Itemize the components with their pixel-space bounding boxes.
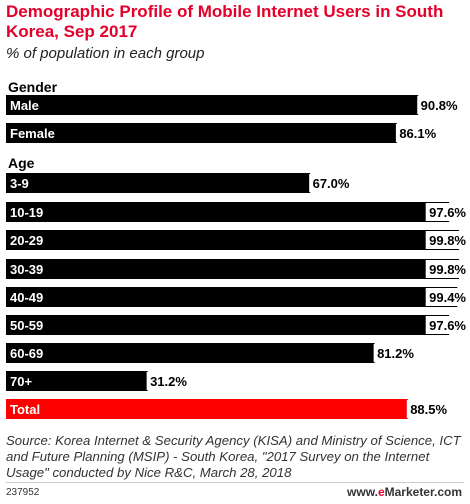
value-label-bg-total — [406, 400, 449, 418]
category-label-total: Total — [10, 402, 40, 417]
value-label-bg-female — [395, 124, 438, 142]
group-label-age: Age — [8, 155, 35, 171]
value-label-female: 86.1% — [399, 126, 436, 141]
category-label-3-9: 3-9 — [10, 176, 29, 191]
bar-3-9 — [6, 173, 311, 193]
value-label-total: 88.5% — [410, 402, 447, 417]
bar-10-19 — [6, 202, 450, 222]
brand-logo: www.eMarketer.com — [347, 485, 462, 499]
value-label-bg-70 — [146, 372, 188, 390]
category-label-40-49: 40-49 — [10, 290, 43, 305]
category-label-10-19: 10-19 — [10, 205, 43, 220]
value-label-bg-40-49 — [425, 288, 467, 306]
bar-60-69 — [6, 343, 375, 363]
bar-50-59 — [6, 315, 450, 335]
value-label-bg-10-19 — [425, 203, 467, 221]
value-label-bg-30-39 — [425, 260, 467, 278]
brand-e: e — [377, 485, 385, 499]
bar-20-29 — [6, 230, 460, 250]
value-label-male: 90.8% — [421, 98, 458, 113]
chart-title: Demographic Profile of Mobile Internet U… — [6, 2, 444, 41]
chart-id: 237952 — [6, 487, 40, 498]
category-label-20-29: 20-29 — [10, 233, 43, 248]
bar-male — [6, 95, 419, 115]
bar-40-49 — [6, 287, 458, 307]
value-label-50-59: 97.6% — [429, 318, 466, 333]
source-note: Source: Korea Internet & Security Agency… — [6, 433, 461, 480]
value-label-10-19: 97.6% — [429, 205, 466, 220]
value-label-20-29: 99.8% — [429, 233, 466, 248]
bar-30-39 — [6, 259, 460, 279]
value-label-bg-20-29 — [425, 231, 467, 249]
category-label-60-69: 60-69 — [10, 346, 43, 361]
category-label-male: Male — [10, 98, 39, 113]
value-label-60-69: 81.2% — [377, 346, 414, 361]
brand-prefix: www. — [347, 485, 378, 499]
value-label-bg-male — [417, 96, 459, 114]
value-label-70: 31.2% — [150, 374, 187, 389]
bar-female — [6, 123, 397, 143]
footer-divider — [6, 482, 464, 483]
value-label-bg-50-59 — [425, 316, 467, 334]
category-label-70: 70+ — [10, 374, 32, 389]
value-label-30-39: 99.8% — [429, 262, 466, 277]
value-label-bg-60-69 — [373, 344, 415, 362]
category-label-50-59: 50-59 — [10, 318, 43, 333]
value-label-40-49: 99.4% — [429, 290, 466, 305]
value-label-bg-3-9 — [309, 174, 351, 192]
chart-subtitle: % of population in each group — [6, 45, 205, 62]
group-label-gender: Gender — [8, 79, 58, 95]
category-label-30-39: 30-39 — [10, 262, 43, 277]
brand-rest: Marketer.com — [384, 485, 462, 499]
bar-total — [6, 399, 408, 419]
bar-70 — [6, 371, 148, 391]
bar-chart: Gender Male 90.8% Female 86.1% Age 3-9 67.0% 10-… — [6, 79, 467, 419]
category-label-female: Female — [10, 126, 55, 141]
value-label-3-9: 67.0% — [313, 176, 350, 191]
